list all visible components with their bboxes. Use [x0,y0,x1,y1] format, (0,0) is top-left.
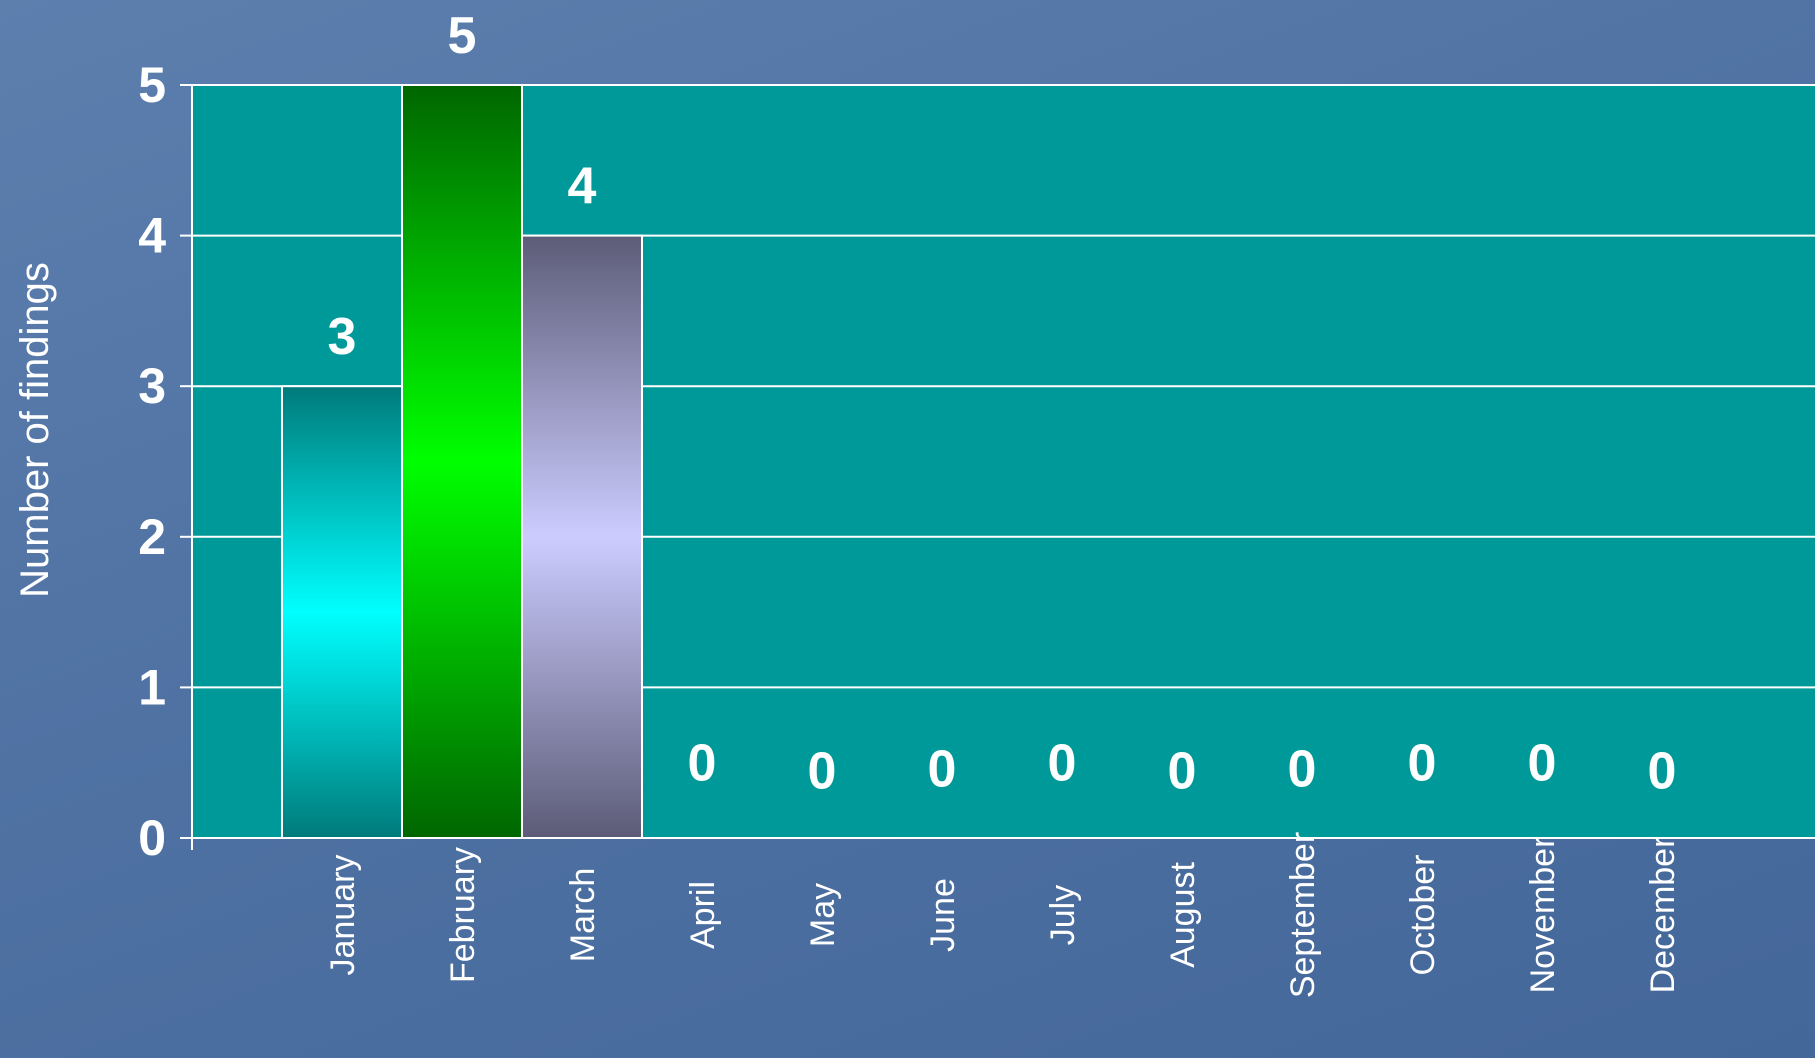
data-label: 0 [928,741,957,799]
data-labels: 3 5 4 0 0 0 0 0 0 0 0 0 [328,7,1677,801]
x-tick-label: July [1044,885,1082,945]
y-tick-label: 1 [138,659,166,715]
data-label: 0 [1168,743,1197,801]
data-label: 0 [1648,743,1677,801]
x-tick-label: June [924,878,962,952]
data-label: 0 [688,735,717,793]
x-tick-label: May [804,883,842,947]
x-tick-label: January [324,855,362,976]
data-label: 3 [328,308,357,366]
data-label: 0 [1528,735,1557,793]
data-label: 0 [808,743,837,801]
bar-february [401,84,523,839]
data-label: 0 [1048,735,1077,793]
bar-january [281,385,403,839]
x-tick-label: August [1164,862,1202,968]
x-tick-label: April [684,881,722,949]
data-label: 0 [1408,735,1437,793]
x-tick-label: March [564,868,602,962]
y-axis: 0 1 2 3 4 5 [138,57,193,866]
y-tick-label: 3 [138,358,166,414]
data-label: 4 [568,158,597,216]
x-tick-label: November [1524,837,1562,994]
x-tick-label: February [444,847,482,983]
category-labels: January February March April May June July Augu… [324,832,1682,998]
x-tick-label: October [1404,855,1442,976]
y-tick-label: 4 [138,208,166,264]
x-tick-label: December [1644,837,1682,994]
data-label: 0 [1288,741,1317,799]
data-label: 5 [448,7,477,65]
y-tick-label: 5 [138,57,166,113]
bar-march [521,234,643,840]
x-tick-label: September [1284,832,1322,998]
y-tick-label: 2 [138,509,166,565]
bars [281,84,643,840]
y-axis-title: Number of findings [13,262,57,598]
y-tick-label: 0 [138,810,166,866]
